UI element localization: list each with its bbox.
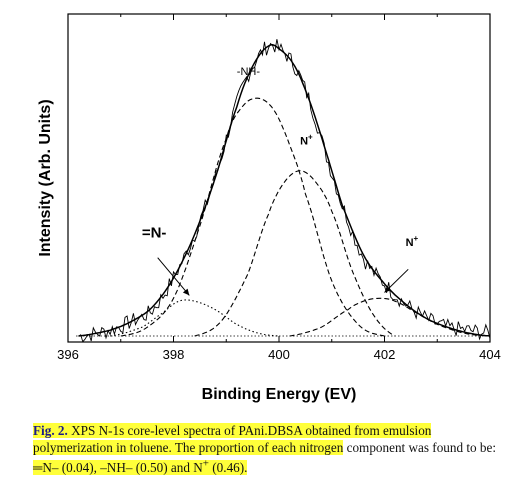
raw-spectrum-line xyxy=(78,39,491,343)
x-tick-label: 400 xyxy=(268,347,290,362)
caption-text-2: ═N– (0.04), –NH– (0.50) and N xyxy=(33,460,203,476)
fit-envelope-line xyxy=(78,44,491,337)
y-axis-title: Intensity (Arb. Units) xyxy=(37,99,54,256)
caption-superscript: + xyxy=(202,458,209,470)
peak-annotation: =N- xyxy=(142,224,167,241)
component-peak-line xyxy=(289,297,491,337)
peak-annotation: N+ xyxy=(300,133,313,148)
xps-chart: 396 398 400 402 404 -NH- N+ =N- N+ Binding Ener… xyxy=(37,13,501,403)
caption-text-3: (0.46). xyxy=(208,460,248,476)
caption-text-plain: component was found to be: xyxy=(346,439,497,455)
x-axis-title: Binding Energy (EV) xyxy=(202,386,357,403)
arrow-eqn-head xyxy=(182,288,190,296)
figure-label: Fig. 2. xyxy=(33,423,68,438)
peak-annotation: N+ xyxy=(406,234,419,249)
component-peak-line xyxy=(194,170,396,337)
peak-annotation: -NH- xyxy=(237,66,261,78)
x-tick-label: 402 xyxy=(374,347,396,362)
caption-text-1: XPS N-1s core-level spectra of PAni.DBSA… xyxy=(33,423,432,455)
figure-caption: Fig. 2. XPS N-1s core-level spectra of P… xyxy=(33,423,511,477)
x-tick-label: 398 xyxy=(163,347,185,362)
component-peak-line xyxy=(110,299,280,337)
x-tick-label: 404 xyxy=(479,347,501,362)
plot-frame xyxy=(67,13,491,343)
arrow-nplus-head xyxy=(384,285,392,293)
arrow-eqn xyxy=(157,257,190,296)
x-tick-label: 396 xyxy=(57,347,79,362)
annotation-superscript: + xyxy=(414,234,419,243)
annotation-superscript: + xyxy=(308,133,313,142)
